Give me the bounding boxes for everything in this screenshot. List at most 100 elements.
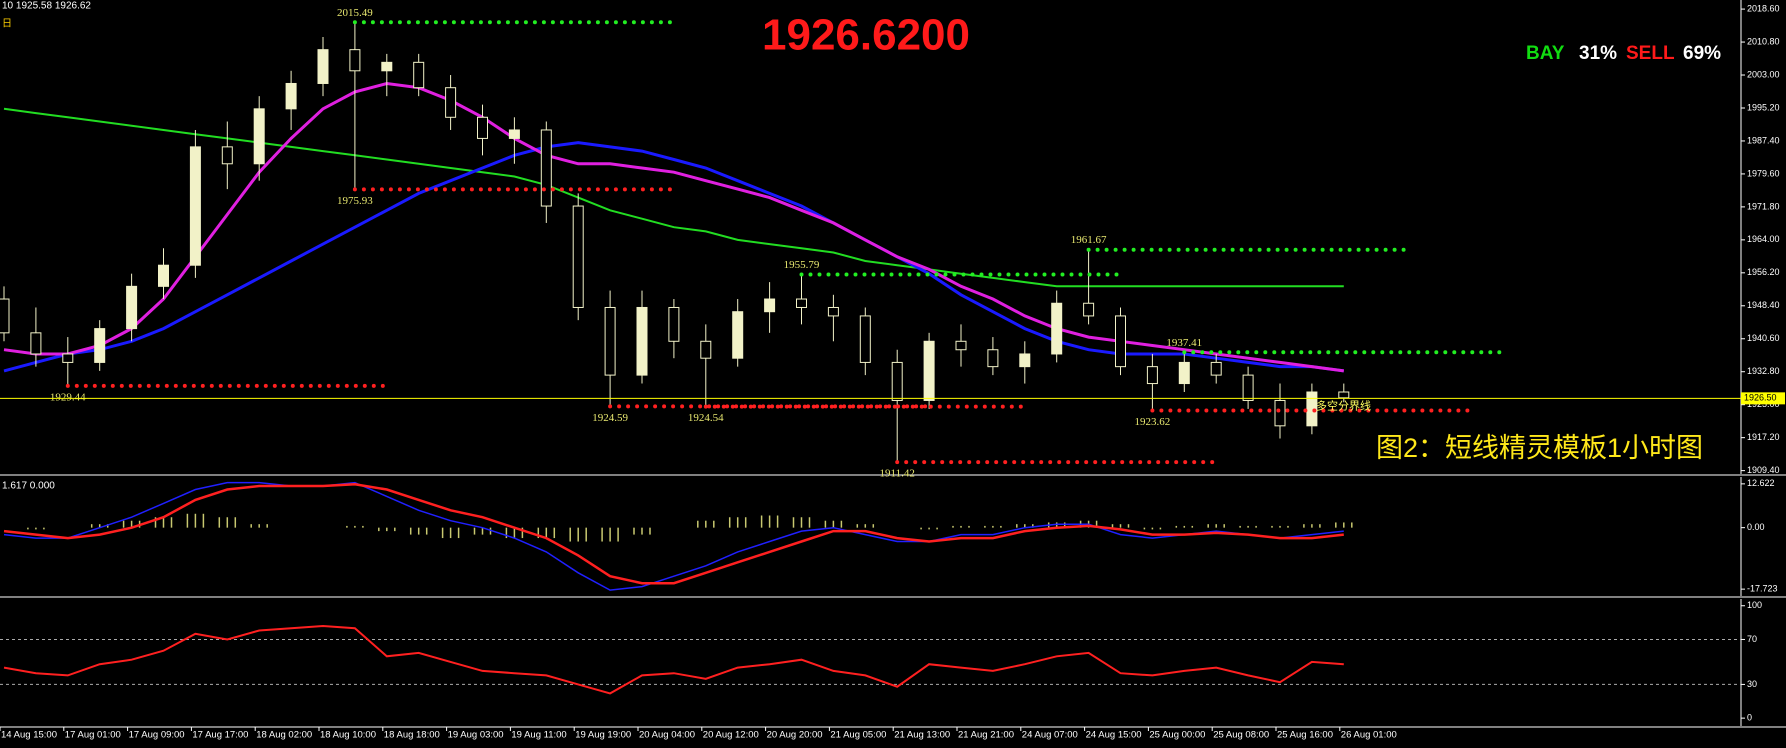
- candle-body: [1242, 374, 1254, 401]
- macd-info: 1.617 0.000: [2, 481, 55, 492]
- candle-body: [1178, 361, 1190, 385]
- x-tick-label: 20 Aug 12:00: [703, 730, 759, 741]
- x-tick-label: 18 Aug 02:00: [256, 730, 312, 741]
- y-tick-label: 1995.20: [1747, 102, 1780, 112]
- sentiment-label: SELL: [1626, 43, 1675, 64]
- candle-body: [636, 306, 648, 376]
- x-tick-label: 25 Aug 00:00: [1149, 730, 1205, 741]
- y-tick-label: 12.622: [1747, 478, 1775, 488]
- y-tick-label: 0.00: [1747, 522, 1765, 532]
- candle-body: [540, 129, 552, 207]
- x-tick-label: 19 Aug 03:00: [448, 730, 504, 741]
- y-tick-label: 1940.60: [1747, 333, 1780, 343]
- period: 日: [2, 19, 12, 30]
- x-tick-label: 14 Aug 15:00: [1, 730, 57, 741]
- x-tick-label: 17 Aug 01:00: [65, 730, 121, 741]
- level-label: 1961.67: [1071, 234, 1107, 246]
- x-tick-label: 25 Aug 08:00: [1213, 730, 1269, 741]
- y-tick-label: 1971.80: [1747, 201, 1780, 211]
- candle-body: [0, 298, 10, 334]
- level-label: 1975.93: [337, 195, 373, 207]
- candle-body: [859, 315, 871, 363]
- x-tick-label: 21 Aug 13:00: [894, 730, 950, 741]
- candle-body: [955, 340, 967, 351]
- y-tick-label: 1948.40: [1747, 300, 1780, 310]
- candle-body: [1019, 353, 1031, 368]
- x-tick-label: 19 Aug 19:00: [575, 730, 631, 741]
- candle-body: [1115, 315, 1126, 368]
- candle-body: [732, 311, 744, 359]
- candle-body: [668, 306, 680, 342]
- y-tick-label: -17.723: [1747, 584, 1778, 594]
- y-tick-label: 1917.20: [1747, 432, 1780, 442]
- level-label: 1911.42: [880, 468, 915, 480]
- candle-body: [413, 61, 425, 89]
- candle-body: [158, 264, 169, 287]
- x-tick-label: 17 Aug 17:00: [192, 730, 248, 741]
- candle-body: [221, 146, 233, 165]
- x-tick-label: 21 Aug 21:00: [958, 730, 1014, 741]
- x-tick-label: 25 Aug 16:00: [1277, 730, 1333, 741]
- x-tick-label: 18 Aug 18:00: [384, 730, 440, 741]
- candle-body: [1210, 361, 1222, 376]
- y-tick-label: 0: [1747, 713, 1752, 723]
- candle-body: [572, 205, 584, 308]
- candle-body: [827, 306, 839, 317]
- candle-body: [126, 285, 138, 330]
- price-title: 1926.6200: [762, 11, 970, 60]
- x-tick-label: 18 Aug 10:00: [320, 730, 376, 741]
- y-tick-label: 1979.60: [1747, 168, 1780, 178]
- candle-body: [1274, 399, 1286, 427]
- candle-body: [30, 332, 42, 355]
- candle-body: [604, 306, 616, 376]
- candle-body: [923, 340, 935, 401]
- x-tick-label: 20 Aug 20:00: [767, 730, 823, 741]
- candle-body: [285, 82, 297, 110]
- y-tick-label: 2010.80: [1747, 36, 1780, 46]
- level-label: 1929.44: [50, 391, 86, 403]
- candle-body: [1306, 391, 1318, 427]
- y-tick-label: 1987.40: [1747, 135, 1780, 145]
- level-label: 1923.62: [1135, 416, 1171, 428]
- y-tick-label: 2003.00: [1747, 69, 1780, 79]
- current-text: 多空分界线: [1316, 398, 1371, 412]
- current-box: [1741, 392, 1785, 405]
- y-tick-label: 2018.60: [1747, 3, 1780, 13]
- candle-body: [891, 361, 903, 401]
- candle-body: [253, 108, 265, 165]
- y-tick-label: 1964.00: [1747, 234, 1780, 244]
- candle-body: [508, 129, 520, 139]
- x-tick-label: 20 Aug 04:00: [639, 730, 695, 741]
- candle-body: [1146, 366, 1158, 385]
- x-tick-label: 17 Aug 09:00: [129, 730, 185, 741]
- x-tick-label: 24 Aug 15:00: [1086, 730, 1142, 741]
- level-label: 1924.59: [592, 412, 628, 424]
- candle-body: [445, 87, 457, 118]
- candle-body: [1338, 391, 1350, 399]
- candle-body: [764, 298, 776, 313]
- candle-body: [381, 61, 393, 72]
- candle-body: [477, 116, 488, 139]
- current-label: 1926.50: [1744, 393, 1777, 403]
- level-label: 1937.41: [1166, 337, 1202, 349]
- y-tick-label: 1956.20: [1747, 267, 1780, 277]
- level-label: 1955.79: [784, 259, 820, 271]
- y-tick-label: 100: [1747, 600, 1762, 610]
- candle-body: [94, 328, 106, 363]
- candle-body: [1051, 302, 1063, 355]
- x-tick-label: 19 Aug 11:00: [511, 730, 566, 741]
- level-label: 2015.49: [337, 7, 373, 19]
- x-tick-label: 21 Aug 05:00: [830, 730, 886, 741]
- x-tick-label: 26 Aug 01:00: [1341, 730, 1397, 741]
- candle-body: [317, 49, 329, 84]
- candle-body: [700, 340, 712, 359]
- candle-body: [796, 298, 807, 308]
- y-tick-label: 70: [1747, 634, 1757, 644]
- y-tick-label: 1932.80: [1747, 366, 1780, 376]
- line: [3, 624, 1344, 695]
- line: [3, 481, 1344, 591]
- sentiment-label: BAY: [1526, 43, 1565, 64]
- y-tick-label: 30: [1747, 679, 1757, 689]
- candle-body: [189, 146, 201, 266]
